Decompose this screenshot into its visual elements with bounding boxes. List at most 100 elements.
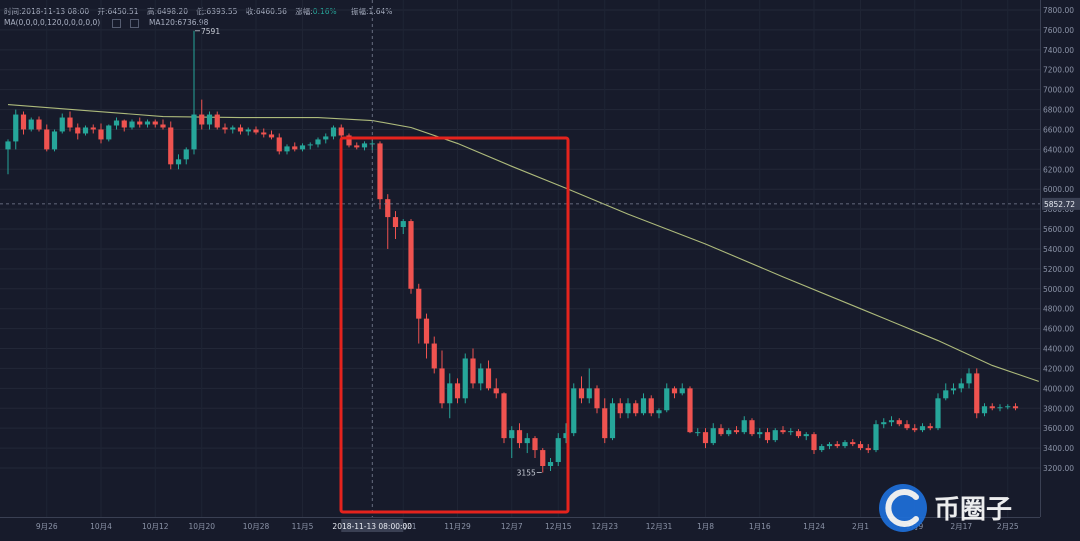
- candle: [741, 416, 747, 435]
- candle-body: [338, 127, 344, 136]
- candle: [1005, 404, 1011, 410]
- candle: [826, 442, 833, 450]
- candle: [555, 433, 561, 467]
- info-low: 低:6393.55: [196, 7, 238, 16]
- y-tick-label: 4600.00: [1043, 325, 1074, 334]
- candle-body: [160, 124, 166, 128]
- candle: [59, 113, 65, 134]
- candle-body: [191, 114, 197, 150]
- candle-body: [764, 432, 771, 441]
- candle: [896, 418, 902, 427]
- ma-params[interactable]: MA(0,0,0,0,120,0,0,0,0,0): [4, 18, 101, 27]
- candle: [346, 133, 352, 148]
- candle: [935, 393, 941, 431]
- candle-body: [13, 114, 19, 142]
- candle: [764, 428, 771, 444]
- candle-body: [981, 406, 988, 414]
- candle-body: [540, 450, 546, 467]
- candle: [958, 378, 964, 393]
- candle-body: [501, 393, 507, 439]
- candle-body: [865, 448, 871, 451]
- candle-body: [315, 139, 321, 145]
- candle-body: [98, 129, 104, 140]
- info-change-label: 涨幅:: [295, 7, 313, 16]
- candle: [633, 400, 639, 417]
- candle: [160, 119, 166, 130]
- candle-body: [578, 388, 585, 399]
- candle-body: [493, 388, 499, 394]
- candle: [850, 439, 856, 447]
- candle: [439, 350, 445, 409]
- candle-body: [447, 383, 453, 404]
- y-tick-label: 4200.00: [1043, 364, 1074, 373]
- x-tick-label: 11月5: [292, 522, 314, 531]
- candle: [354, 142, 360, 150]
- candle-body: [664, 388, 670, 411]
- candle-body: [485, 368, 492, 389]
- info-amplitude: 振幅:1.64%: [351, 7, 393, 16]
- candle-body: [594, 388, 600, 409]
- x-tick-label: 10月4: [90, 522, 112, 531]
- x-tick-label: 2月1: [852, 522, 869, 531]
- watermark-text: 币圈子: [934, 495, 1012, 525]
- x-tick-label: 11月21: [390, 522, 417, 531]
- candle: [214, 111, 220, 130]
- y-tick-label: 3400.00: [1043, 444, 1074, 453]
- candle: [98, 123, 104, 144]
- candle-body: [183, 149, 189, 160]
- candle-body: [780, 430, 786, 433]
- candle: [431, 336, 437, 374]
- crosshair-date-tag: [341, 519, 404, 532]
- candle-body: [695, 432, 701, 434]
- candle: [563, 423, 569, 444]
- candle-body: [354, 145, 360, 148]
- candle-body: [51, 131, 58, 150]
- ma-close-icon[interactable]: [129, 18, 139, 28]
- candle-body: [199, 114, 205, 125]
- candle: [943, 383, 949, 401]
- candle: [1012, 403, 1019, 411]
- x-tick-label: 12月7: [501, 522, 523, 531]
- x-tick-label: 10月28: [243, 522, 270, 531]
- candle-body: [168, 127, 174, 165]
- candle-body: [439, 368, 445, 404]
- candle-body: [292, 146, 298, 150]
- candle: [377, 141, 383, 210]
- candle-body: [532, 438, 538, 451]
- y-tick-label: 7200.00: [1043, 66, 1074, 75]
- info-open: 开:6450.51: [97, 7, 139, 16]
- candle-body: [757, 432, 763, 435]
- candle: [904, 420, 910, 431]
- candle-body: [555, 438, 561, 463]
- candle: [857, 441, 864, 451]
- y-tick-label: 5200.00: [1043, 265, 1074, 274]
- candle: [44, 124, 50, 152]
- candle: [702, 428, 709, 449]
- candle-body: [361, 143, 368, 148]
- candle-body: [943, 390, 949, 399]
- candle-body: [834, 444, 840, 447]
- candle-body: [741, 420, 747, 433]
- x-axis: 9月26 10月4 10月12 10月20 10月28 11月5 11月21 11月29 12月…: [0, 517, 1040, 531]
- candle-body: [462, 358, 468, 399]
- candle-body: [873, 424, 879, 451]
- y-tick-label: 6800.00: [1043, 106, 1074, 115]
- candle-body: [842, 442, 848, 447]
- candle-body: [896, 420, 902, 425]
- candle-body: [392, 217, 399, 228]
- candle-body: [563, 433, 569, 439]
- candle-body: [36, 119, 42, 130]
- candle: [253, 126, 259, 135]
- ma-settings-icon[interactable]: [111, 18, 121, 28]
- candle: [206, 111, 213, 130]
- candles: [5, 30, 1019, 473]
- candle: [950, 383, 957, 395]
- candle-body: [912, 428, 918, 431]
- watermark-logo: 币圈子: [879, 484, 1012, 532]
- candle-body: [416, 288, 422, 319]
- candle-body: [222, 127, 228, 130]
- candle-body: [857, 444, 864, 449]
- candle-body: [974, 373, 980, 414]
- candle-body: [881, 422, 887, 425]
